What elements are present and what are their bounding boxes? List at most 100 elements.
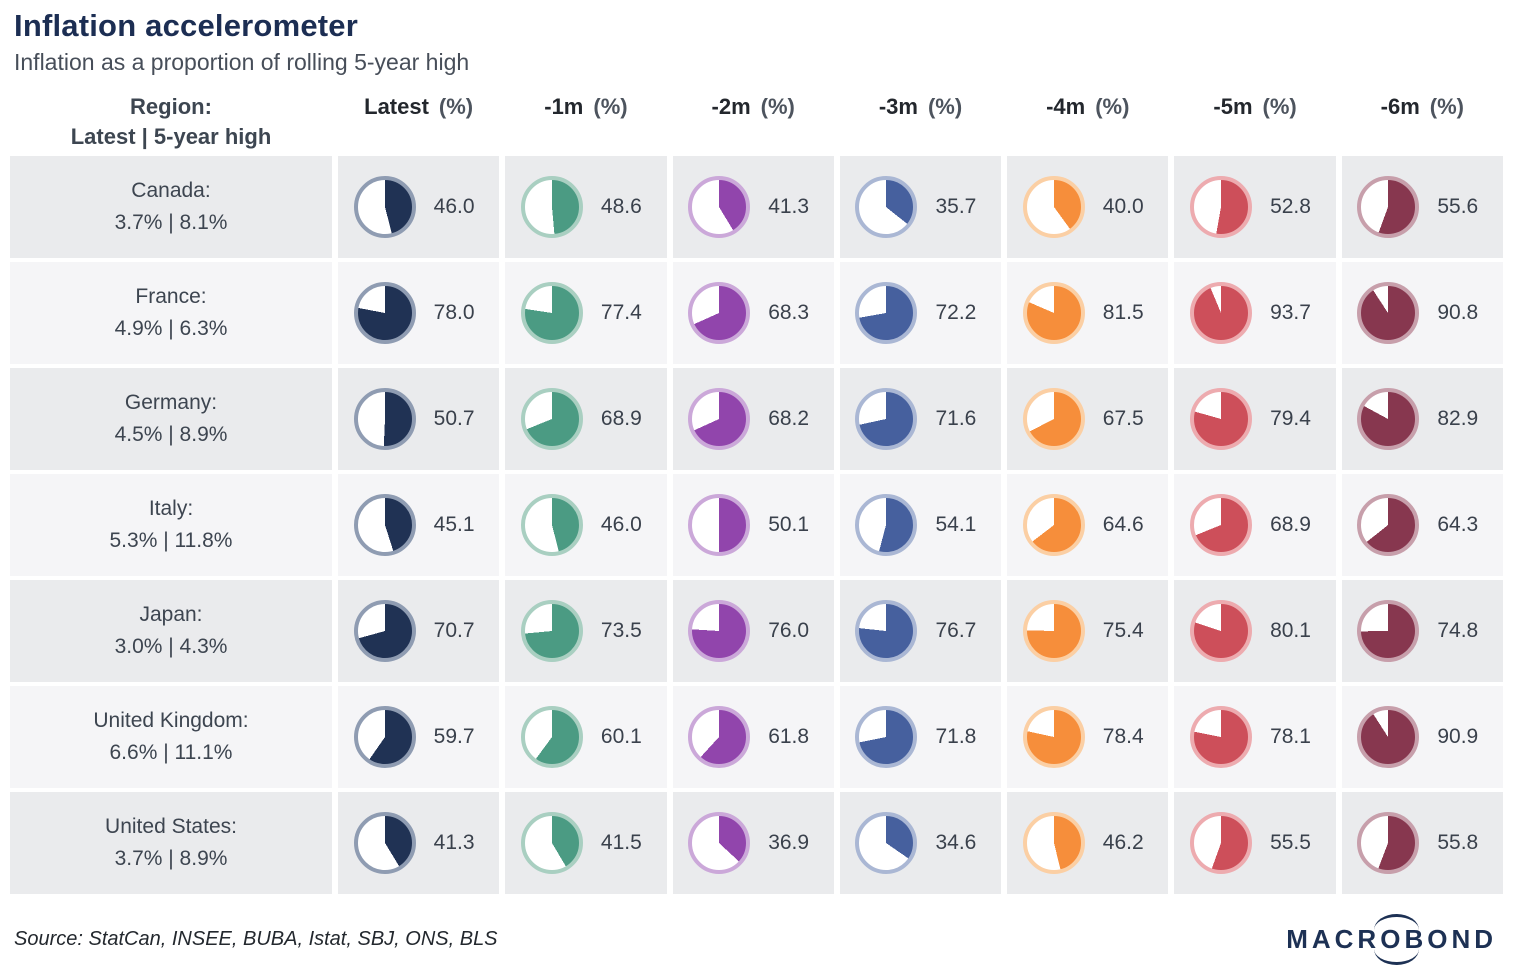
value-united-kingdom-5m: 78.1	[1270, 725, 1311, 748]
table-header-row: Region: Latest | 5-year high Latest (%) -1…	[10, 90, 1503, 152]
value-italy-3m: 54.1	[935, 513, 977, 536]
pie-italy-2m	[688, 494, 751, 556]
pie-united-kingdom-1m	[520, 706, 583, 768]
value-canada-2m: 41.3	[768, 195, 810, 218]
column-header-latest: Latest (%)	[338, 90, 499, 152]
pie-japan-2m	[688, 600, 751, 662]
region-name: United States:	[105, 815, 237, 839]
value-france-5m: 93.7	[1270, 301, 1311, 324]
value-japan-3m: 76.7	[935, 619, 977, 642]
pie-united-states-6m	[1357, 812, 1420, 874]
cell-japan-4m: 75.4	[1007, 580, 1169, 682]
value-germany-5m: 79.4	[1270, 407, 1311, 430]
cell-united-states-2m: 36.9	[672, 792, 834, 894]
pie-italy-latest	[353, 494, 416, 556]
pie-canada-latest	[353, 176, 416, 238]
logo-o-mark-icon: O	[1374, 914, 1420, 965]
value-italy-latest: 45.1	[433, 513, 475, 536]
table-row-france: France: 4.9% | 6.3% 78.0 77.4 68.3 72.2 81.5 93…	[10, 262, 1503, 364]
pie-italy-5m	[1190, 494, 1253, 556]
value-united-kingdom-6m: 90.9	[1437, 725, 1479, 748]
cell-united-states-1m: 41.5	[505, 792, 667, 894]
cell-united-kingdom-latest: 59.7	[338, 686, 500, 788]
cell-germany-6m: 82.9	[1341, 368, 1503, 470]
cell-canada-2m: 41.3	[672, 156, 834, 258]
cell-germany-4m: 67.5	[1007, 368, 1169, 470]
pie-united-states-3m	[855, 812, 918, 874]
value-italy-1m: 46.0	[600, 513, 642, 536]
pie-canada-1m	[520, 176, 583, 238]
column-header-unit: (%)	[593, 94, 628, 119]
value-canada-5m: 52.8	[1270, 195, 1311, 218]
column-header-6m: -6m (%)	[1342, 90, 1503, 152]
region-cell-united-states: United States: 3.7% | 8.9%	[10, 792, 332, 894]
pie-canada-4m	[1022, 176, 1085, 238]
cell-italy-3m: 54.1	[839, 474, 1002, 576]
region-cell-canada: Canada: 3.7% | 8.1%	[10, 156, 332, 258]
region-cell-united-kingdom: United Kingdom: 6.6% | 11.1%	[10, 686, 332, 788]
column-header-label: -6m	[1380, 94, 1420, 119]
cell-united-kingdom-1m: 60.1	[505, 686, 667, 788]
pie-canada-3m	[855, 176, 918, 238]
cell-germany-2m: 68.2	[672, 368, 834, 470]
pie-italy-4m	[1022, 494, 1085, 556]
pie-canada-5m	[1190, 176, 1253, 238]
cell-japan-1m: 73.5	[505, 580, 667, 682]
column-header-label: -1m	[544, 94, 584, 119]
pie-japan-5m	[1190, 600, 1253, 662]
cell-united-states-latest: 41.3	[338, 792, 500, 894]
footer: Source: StatCan, INSEE, BUBA, Istat, SBJ…	[0, 894, 1519, 965]
pie-united-kingdom-4m	[1022, 706, 1085, 768]
pie-united-states-5m	[1190, 812, 1253, 874]
cell-italy-4m: 64.6	[1007, 474, 1169, 576]
value-france-2m: 68.3	[768, 301, 810, 324]
pie-germany-4m	[1022, 388, 1085, 450]
value-japan-5m: 80.1	[1270, 619, 1311, 642]
pie-germany-6m	[1357, 388, 1420, 450]
pie-italy-1m	[520, 494, 583, 556]
value-united-states-latest: 41.3	[433, 831, 475, 854]
pie-united-kingdom-latest	[353, 706, 416, 768]
region-column-header: Region: Latest | 5-year high	[10, 90, 332, 152]
value-united-states-5m: 55.5	[1270, 831, 1311, 854]
pie-france-4m	[1022, 282, 1085, 344]
value-japan-6m: 74.8	[1437, 619, 1479, 642]
value-united-kingdom-latest: 59.7	[433, 725, 475, 748]
value-united-kingdom-3m: 71.8	[935, 725, 977, 748]
region-latest-vs-high: 4.9% | 6.3%	[114, 317, 228, 340]
region-latest-vs-high: 4.5% | 8.9%	[114, 423, 228, 446]
value-japan-4m: 75.4	[1102, 619, 1144, 642]
pie-france-6m	[1357, 282, 1420, 344]
cell-france-1m: 77.4	[505, 262, 667, 364]
pie-united-states-2m	[688, 812, 751, 874]
value-japan-2m: 76.0	[768, 619, 810, 642]
cell-france-2m: 68.3	[672, 262, 834, 364]
pie-united-states-1m	[520, 812, 583, 874]
cell-united-kingdom-3m: 71.8	[839, 686, 1002, 788]
cell-italy-1m: 46.0	[505, 474, 667, 576]
cell-canada-3m: 35.7	[839, 156, 1002, 258]
region-header-line1: Region:	[130, 94, 212, 119]
table-body: Canada: 3.7% | 8.1% 46.0 48.6 41.3 35.7 40.0 52…	[10, 156, 1503, 894]
cell-france-3m: 72.2	[839, 262, 1002, 364]
value-united-kingdom-2m: 61.8	[768, 725, 810, 748]
table-row-canada: Canada: 3.7% | 8.1% 46.0 48.6 41.3 35.7 40.0 52…	[10, 156, 1503, 258]
region-cell-germany: Germany: 4.5% | 8.9%	[10, 368, 332, 470]
column-header-5m: -5m (%)	[1174, 90, 1335, 152]
region-name: Italy:	[148, 497, 194, 521]
table-row-japan: Japan: 3.0% | 4.3% 70.7 73.5 76.0 76.7 75.4 80.…	[10, 580, 1503, 682]
cell-united-kingdom-4m: 78.4	[1007, 686, 1169, 788]
cell-italy-6m: 64.3	[1341, 474, 1503, 576]
cell-canada-4m: 40.0	[1007, 156, 1169, 258]
pie-japan-1m	[520, 600, 583, 662]
column-header-1m: -1m (%)	[505, 90, 666, 152]
value-japan-1m: 73.5	[600, 619, 642, 642]
value-germany-2m: 68.2	[768, 407, 810, 430]
region-name: United Kingdom:	[93, 709, 249, 733]
value-italy-2m: 50.1	[768, 513, 810, 536]
pie-canada-6m	[1357, 176, 1420, 238]
cell-italy-latest: 45.1	[338, 474, 500, 576]
cell-france-5m: 93.7	[1174, 262, 1336, 364]
title-block: Inflation accelerometer Inflation as a p…	[0, 0, 1519, 76]
pie-france-3m	[855, 282, 918, 344]
